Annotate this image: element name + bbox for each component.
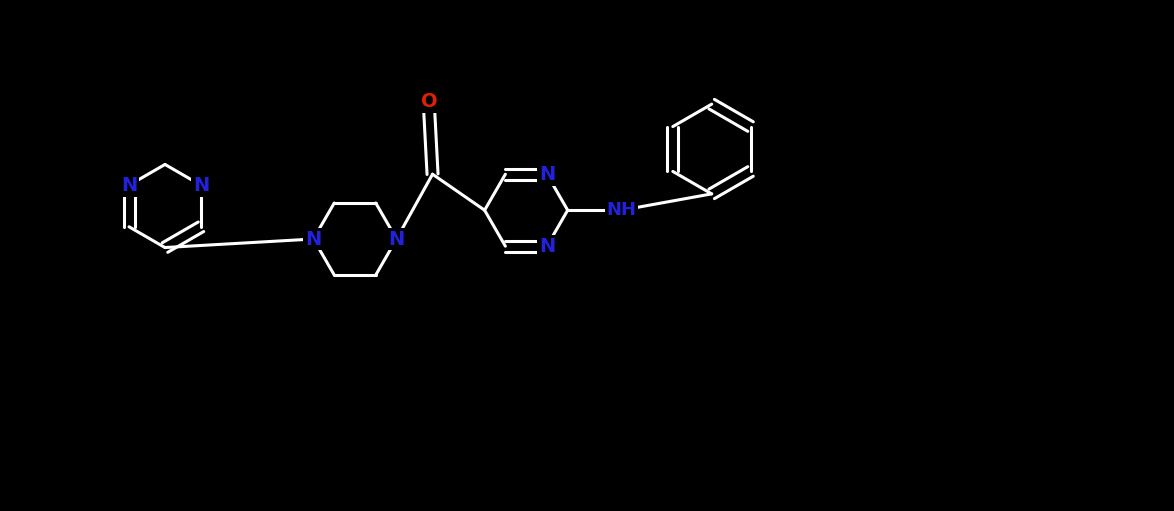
Text: N: N [305, 229, 322, 248]
Text: N: N [539, 165, 555, 184]
Text: N: N [121, 176, 137, 195]
Text: O: O [420, 92, 437, 111]
Text: NH: NH [607, 201, 636, 219]
Text: N: N [539, 237, 555, 256]
Text: N: N [193, 176, 209, 195]
Text: N: N [389, 229, 405, 248]
